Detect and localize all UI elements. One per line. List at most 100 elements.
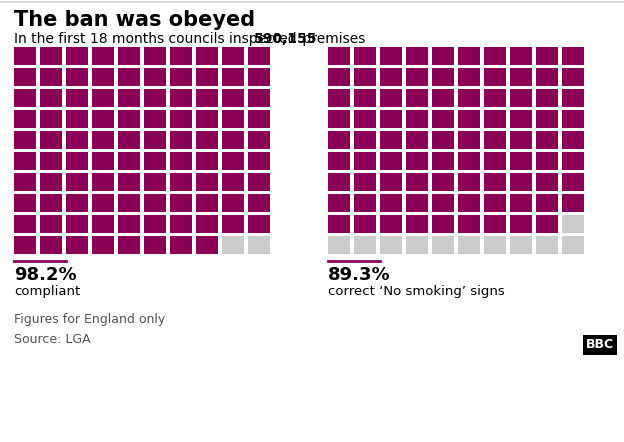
FancyBboxPatch shape: [536, 47, 558, 65]
FancyBboxPatch shape: [536, 152, 558, 170]
Text: 98.2%: 98.2%: [14, 266, 77, 284]
Text: 590,155: 590,155: [254, 32, 318, 46]
FancyBboxPatch shape: [458, 68, 480, 86]
FancyBboxPatch shape: [432, 173, 454, 191]
FancyBboxPatch shape: [484, 110, 506, 128]
FancyBboxPatch shape: [92, 47, 114, 65]
FancyBboxPatch shape: [458, 47, 480, 65]
FancyBboxPatch shape: [170, 68, 192, 86]
FancyBboxPatch shape: [583, 335, 617, 355]
FancyBboxPatch shape: [458, 215, 480, 233]
FancyBboxPatch shape: [118, 194, 140, 212]
FancyBboxPatch shape: [510, 236, 532, 254]
FancyBboxPatch shape: [118, 47, 140, 65]
Text: BBC: BBC: [586, 339, 614, 351]
FancyBboxPatch shape: [14, 131, 36, 149]
FancyBboxPatch shape: [196, 68, 218, 86]
FancyBboxPatch shape: [144, 236, 166, 254]
FancyBboxPatch shape: [222, 215, 244, 233]
FancyBboxPatch shape: [380, 47, 402, 65]
FancyBboxPatch shape: [40, 215, 62, 233]
FancyBboxPatch shape: [66, 47, 88, 65]
FancyBboxPatch shape: [248, 110, 270, 128]
FancyBboxPatch shape: [118, 68, 140, 86]
FancyBboxPatch shape: [432, 110, 454, 128]
FancyBboxPatch shape: [92, 236, 114, 254]
FancyBboxPatch shape: [536, 89, 558, 107]
Text: Source: LGA: Source: LGA: [14, 333, 90, 346]
FancyBboxPatch shape: [170, 152, 192, 170]
FancyBboxPatch shape: [432, 89, 454, 107]
FancyBboxPatch shape: [432, 194, 454, 212]
FancyBboxPatch shape: [562, 131, 584, 149]
FancyBboxPatch shape: [510, 68, 532, 86]
FancyBboxPatch shape: [248, 131, 270, 149]
FancyBboxPatch shape: [92, 152, 114, 170]
FancyBboxPatch shape: [406, 173, 428, 191]
FancyBboxPatch shape: [144, 68, 166, 86]
FancyBboxPatch shape: [170, 194, 192, 212]
FancyBboxPatch shape: [248, 173, 270, 191]
FancyBboxPatch shape: [432, 47, 454, 65]
FancyBboxPatch shape: [354, 215, 376, 233]
FancyBboxPatch shape: [14, 47, 36, 65]
FancyBboxPatch shape: [248, 47, 270, 65]
FancyBboxPatch shape: [196, 152, 218, 170]
FancyBboxPatch shape: [562, 236, 584, 254]
Text: The ban was obeyed: The ban was obeyed: [14, 10, 255, 30]
FancyBboxPatch shape: [354, 194, 376, 212]
FancyBboxPatch shape: [118, 110, 140, 128]
FancyBboxPatch shape: [66, 89, 88, 107]
FancyBboxPatch shape: [328, 110, 350, 128]
FancyBboxPatch shape: [536, 236, 558, 254]
FancyBboxPatch shape: [458, 173, 480, 191]
FancyBboxPatch shape: [354, 110, 376, 128]
FancyBboxPatch shape: [432, 215, 454, 233]
FancyBboxPatch shape: [170, 215, 192, 233]
FancyBboxPatch shape: [562, 68, 584, 86]
FancyBboxPatch shape: [458, 110, 480, 128]
FancyBboxPatch shape: [248, 68, 270, 86]
FancyBboxPatch shape: [458, 194, 480, 212]
FancyBboxPatch shape: [328, 152, 350, 170]
FancyBboxPatch shape: [380, 89, 402, 107]
FancyBboxPatch shape: [484, 89, 506, 107]
FancyBboxPatch shape: [354, 152, 376, 170]
FancyBboxPatch shape: [144, 47, 166, 65]
FancyBboxPatch shape: [196, 173, 218, 191]
FancyBboxPatch shape: [406, 110, 428, 128]
FancyBboxPatch shape: [14, 89, 36, 107]
FancyBboxPatch shape: [92, 89, 114, 107]
FancyBboxPatch shape: [118, 236, 140, 254]
FancyBboxPatch shape: [354, 173, 376, 191]
FancyBboxPatch shape: [354, 236, 376, 254]
FancyBboxPatch shape: [432, 152, 454, 170]
FancyBboxPatch shape: [328, 131, 350, 149]
FancyBboxPatch shape: [380, 173, 402, 191]
FancyBboxPatch shape: [66, 173, 88, 191]
FancyBboxPatch shape: [40, 152, 62, 170]
FancyBboxPatch shape: [170, 236, 192, 254]
FancyBboxPatch shape: [14, 110, 36, 128]
FancyBboxPatch shape: [380, 194, 402, 212]
FancyBboxPatch shape: [484, 236, 506, 254]
FancyBboxPatch shape: [484, 47, 506, 65]
FancyBboxPatch shape: [562, 194, 584, 212]
FancyBboxPatch shape: [40, 131, 62, 149]
FancyBboxPatch shape: [92, 173, 114, 191]
FancyBboxPatch shape: [248, 194, 270, 212]
FancyBboxPatch shape: [536, 194, 558, 212]
FancyBboxPatch shape: [328, 173, 350, 191]
FancyBboxPatch shape: [536, 215, 558, 233]
FancyBboxPatch shape: [196, 194, 218, 212]
FancyBboxPatch shape: [406, 194, 428, 212]
FancyBboxPatch shape: [510, 47, 532, 65]
FancyBboxPatch shape: [536, 173, 558, 191]
FancyBboxPatch shape: [536, 68, 558, 86]
FancyBboxPatch shape: [562, 47, 584, 65]
FancyBboxPatch shape: [40, 68, 62, 86]
FancyBboxPatch shape: [406, 236, 428, 254]
FancyBboxPatch shape: [248, 236, 270, 254]
FancyBboxPatch shape: [118, 173, 140, 191]
FancyBboxPatch shape: [380, 110, 402, 128]
